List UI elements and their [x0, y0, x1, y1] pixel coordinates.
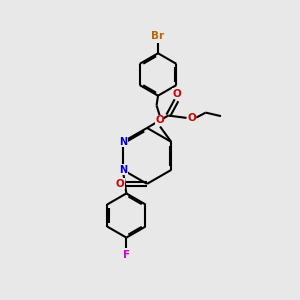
- Text: N: N: [119, 165, 128, 175]
- Text: O: O: [155, 115, 164, 125]
- Text: O: O: [187, 113, 196, 123]
- Text: O: O: [172, 89, 181, 99]
- Text: F: F: [123, 250, 130, 260]
- Text: O: O: [116, 179, 124, 189]
- Text: N: N: [119, 137, 128, 147]
- Text: Br: Br: [152, 31, 165, 41]
